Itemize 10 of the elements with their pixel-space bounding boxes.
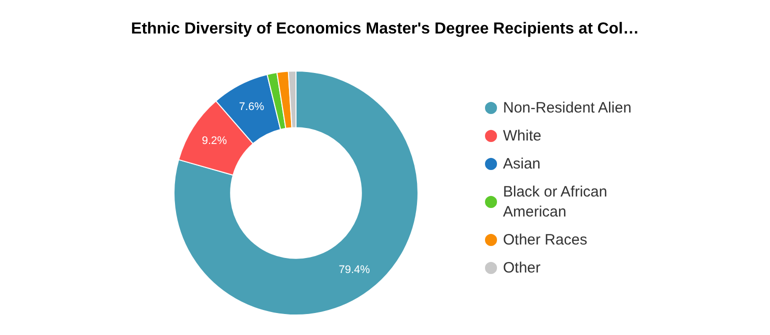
data-label: 9.2% — [202, 135, 228, 148]
legend-label: White — [503, 128, 542, 144]
data-label: 7.6% — [239, 101, 264, 114]
legend-label: Black or African American — [503, 184, 612, 220]
legend-label: Other Races — [503, 232, 588, 248]
data-label: 79.4% — [338, 264, 370, 276]
legend-label: Other — [503, 260, 541, 276]
chart-title: Ethnic Diversity of Economics Master's Degree Recipients at Col… — [131, 20, 639, 38]
legend-label: Non-Resident Alien — [503, 100, 632, 116]
legend-label: Asian — [503, 156, 541, 172]
